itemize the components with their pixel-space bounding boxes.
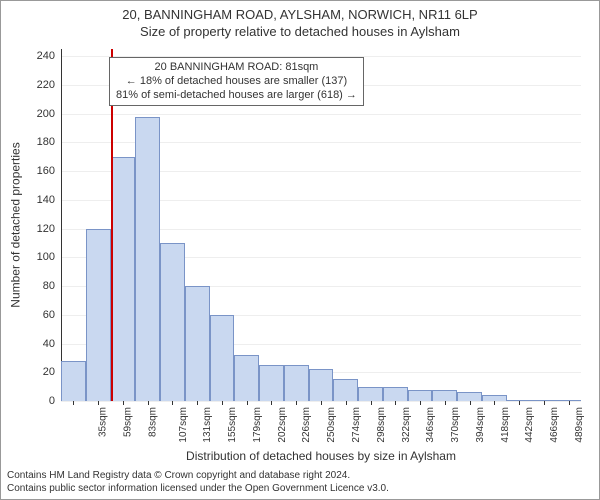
x-tick-label: 466sqm (549, 407, 560, 443)
x-tick-label: 346sqm (425, 407, 436, 443)
y-tick-label: 220 (37, 79, 55, 91)
histogram-bar (284, 365, 309, 401)
y-axis-ticks: 020406080100120140160180200220240 (1, 49, 59, 401)
y-tick-label: 180 (37, 136, 55, 148)
title-subtitle: Size of property relative to detached ho… (1, 22, 599, 41)
x-tick-label: 489sqm (574, 407, 585, 443)
annotation-box: 20 BANNINGHAM ROAD: 81sqm← 18% of detach… (109, 57, 364, 106)
attribution-line1: Contains HM Land Registry data © Crown c… (7, 470, 389, 483)
x-tick-label: 83sqm (147, 407, 158, 437)
y-tick-label: 100 (37, 251, 55, 263)
y-tick-label: 200 (37, 108, 55, 120)
histogram-bar (432, 390, 457, 401)
x-tick-label: 107sqm (178, 407, 189, 443)
attribution: Contains HM Land Registry data © Crown c… (7, 470, 389, 495)
plot-area: 20 BANNINGHAM ROAD: 81sqm← 18% of detach… (61, 49, 581, 401)
x-tick-label: 155sqm (227, 407, 238, 443)
histogram-bar (408, 390, 433, 401)
x-tick-label: 250sqm (326, 407, 337, 443)
x-tick-label: 131sqm (203, 407, 214, 443)
histogram-bar (457, 392, 482, 401)
x-axis-ticks: 35sqm 59sqm 83sqm 107sqm 131sqm 155sqm 179sqm 2… (61, 401, 581, 451)
y-tick-label: 140 (37, 194, 55, 206)
y-tick-label: 0 (49, 395, 55, 407)
x-tick-label: 442sqm (524, 407, 535, 443)
x-tick-label: 394sqm (475, 407, 486, 443)
x-tick-label: 226sqm (302, 407, 313, 443)
x-tick-label: 322sqm (401, 407, 412, 443)
plot: 20 BANNINGHAM ROAD: 81sqm← 18% of detach… (61, 49, 581, 401)
x-tick-label: 298sqm (376, 407, 387, 443)
annotation-line2: ← 18% of detached houses are smaller (13… (116, 75, 357, 89)
histogram-bar (160, 243, 185, 401)
histogram-bar (259, 365, 284, 401)
histogram-bar (358, 387, 383, 401)
y-tick-label: 40 (43, 338, 55, 350)
x-tick-label: 370sqm (450, 407, 461, 443)
x-tick-label: 59sqm (123, 407, 134, 437)
x-tick-label: 179sqm (252, 407, 263, 443)
histogram-bar (86, 229, 111, 401)
attribution-line2: Contains public sector information licen… (7, 483, 389, 496)
histogram-bar (333, 379, 358, 401)
histogram-bar (210, 315, 235, 401)
title-address: 20, BANNINGHAM ROAD, AYLSHAM, NORWICH, N… (1, 1, 599, 22)
chart-container: 20, BANNINGHAM ROAD, AYLSHAM, NORWICH, N… (0, 0, 600, 500)
y-tick-label: 20 (43, 366, 55, 378)
histogram-bar (61, 361, 86, 401)
x-tick-label: 35sqm (98, 407, 109, 437)
x-tick-label: 274sqm (351, 407, 362, 443)
annotation-line3: 81% of semi-detached houses are larger (… (116, 89, 357, 103)
histogram-bar (111, 157, 136, 401)
histogram-bar (135, 117, 160, 401)
histogram-bar (383, 387, 408, 401)
y-tick-label: 240 (37, 50, 55, 62)
y-tick-label: 160 (37, 165, 55, 177)
annotation-line1: 20 BANNINGHAM ROAD: 81sqm (116, 61, 357, 75)
y-tick-label: 80 (43, 280, 55, 292)
histogram-bar (234, 355, 259, 401)
x-axis-title: Distribution of detached houses by size … (61, 449, 581, 463)
x-tick-label: 202sqm (277, 407, 288, 443)
histogram-bar (185, 286, 210, 401)
y-tick-label: 120 (37, 223, 55, 235)
x-tick-label: 418sqm (500, 407, 511, 443)
y-tick-label: 60 (43, 309, 55, 321)
histogram-bar (309, 369, 334, 401)
